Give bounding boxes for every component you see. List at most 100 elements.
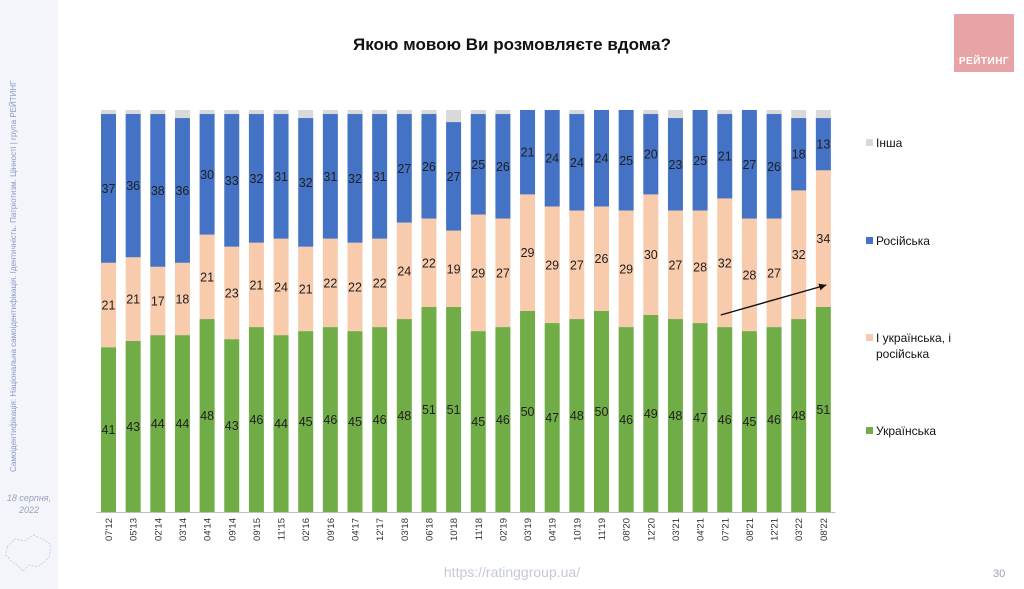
bar-segment: [322, 327, 338, 512]
bar-segment: [347, 242, 363, 332]
bar-segment: [569, 114, 585, 211]
data-label: 46: [496, 413, 510, 427]
bar-segment: [470, 214, 486, 332]
bar-segment: [446, 230, 462, 307]
bar-segment: [791, 118, 807, 191]
bar-segment: [298, 110, 314, 119]
logo-text: РЕЙТИНГ: [958, 56, 1010, 67]
bar-segment: [544, 323, 560, 512]
bar-segment: [248, 327, 264, 512]
bar-segment: [569, 210, 585, 320]
data-label: 44: [151, 417, 165, 431]
x-tick-label: 07'12: [104, 518, 115, 541]
bar-segment: [594, 311, 609, 512]
data-label: 46: [249, 413, 263, 427]
legend-item-ukrainian: Українська: [866, 423, 936, 439]
data-label: 28: [742, 268, 756, 282]
data-label: 25: [619, 154, 633, 168]
bar-segment: [347, 114, 363, 243]
data-label: 22: [422, 256, 436, 270]
bar-segment: [766, 327, 782, 512]
data-label: 21: [718, 150, 732, 164]
x-tick-label: 06'18: [424, 518, 435, 541]
x-tick-label: 05'13: [129, 518, 140, 541]
data-label: 19: [447, 262, 461, 276]
x-tick-label: 11'15: [277, 518, 288, 540]
bar-segment: [421, 110, 437, 115]
data-label: 45: [471, 415, 485, 429]
x-tick-label: 04'19: [548, 518, 559, 541]
data-label: 37: [102, 182, 116, 196]
x-tick-label: 08'21: [745, 518, 756, 541]
data-label: 27: [767, 266, 781, 280]
bar-segment: [101, 347, 116, 512]
data-label: 44: [175, 417, 189, 431]
bar-segment: [322, 114, 338, 239]
footer-url[interactable]: https://ratinggroup.ua/: [443, 564, 581, 580]
bar-segment: [446, 122, 462, 231]
left-panel: Самоідентифікація: Національна самоідент…: [0, 0, 58, 589]
x-tick-label: 09'14: [227, 518, 238, 541]
bar-segment: [643, 114, 659, 195]
data-label: 48: [792, 409, 806, 423]
bar-segment: [322, 110, 338, 115]
data-label: 32: [792, 248, 806, 262]
bar-segment: [199, 234, 215, 320]
bar-segment: [421, 114, 437, 219]
bar-segment: [495, 327, 511, 512]
bar-segment: [766, 218, 782, 328]
data-label: 23: [225, 286, 239, 300]
bar-segment: [618, 210, 634, 328]
data-label: 25: [471, 158, 485, 172]
data-label: 20: [644, 148, 658, 162]
data-label: 24: [595, 152, 609, 166]
x-tick-label: 08'20: [622, 518, 633, 541]
bar-segment: [372, 238, 388, 328]
bar-segment: [791, 190, 807, 320]
data-label: 47: [693, 411, 707, 425]
bar-segment: [199, 110, 215, 115]
data-label: 33: [225, 174, 239, 188]
page-number: 30: [993, 568, 1006, 580]
legend-label-russian: Російська: [876, 234, 930, 248]
data-label: 46: [323, 413, 337, 427]
data-label: 27: [496, 266, 510, 280]
x-tick-label: 03'19: [523, 518, 534, 541]
bar-segment: [618, 110, 634, 211]
bar-segment: [396, 319, 412, 512]
x-tick-label: 03'22: [794, 518, 805, 541]
data-label: 21: [126, 293, 140, 307]
bar-segment: [643, 315, 659, 512]
data-label: 46: [718, 413, 732, 427]
x-tick-label: 12'17: [375, 518, 386, 541]
data-label: 28: [693, 260, 707, 274]
bar-segment: [174, 110, 190, 119]
bar-segment: [791, 110, 807, 119]
bar-segment: [396, 114, 412, 223]
data-label: 21: [521, 146, 535, 160]
data-label: 27: [397, 162, 411, 176]
data-label: 43: [126, 420, 140, 434]
data-label: 46: [767, 413, 781, 427]
legend-swatch-other: [866, 139, 873, 146]
data-label: 34: [816, 232, 830, 246]
data-label: 22: [348, 280, 362, 294]
x-tick-label: 08'22: [819, 518, 830, 541]
bar-segment: [741, 331, 757, 512]
data-label: 36: [175, 184, 189, 198]
data-label: 27: [742, 158, 756, 172]
data-label: 48: [200, 409, 214, 423]
bar-segment: [174, 262, 190, 336]
date-label: 18 серпня, 2022: [6, 493, 52, 515]
bar-segment: [815, 118, 831, 171]
data-label: 26: [496, 160, 510, 174]
legend-label-both: І українська, і російська: [876, 331, 951, 361]
legend-item-both: І українська, і російська: [866, 330, 986, 362]
legend-item-russian: Російська: [866, 233, 930, 249]
data-label: 48: [397, 409, 411, 423]
legend-swatch-ukrainian: [866, 427, 873, 434]
data-label: 29: [521, 246, 535, 260]
bar-segment: [717, 114, 733, 199]
bar-segment: [618, 327, 634, 512]
bar-segment: [150, 266, 166, 336]
